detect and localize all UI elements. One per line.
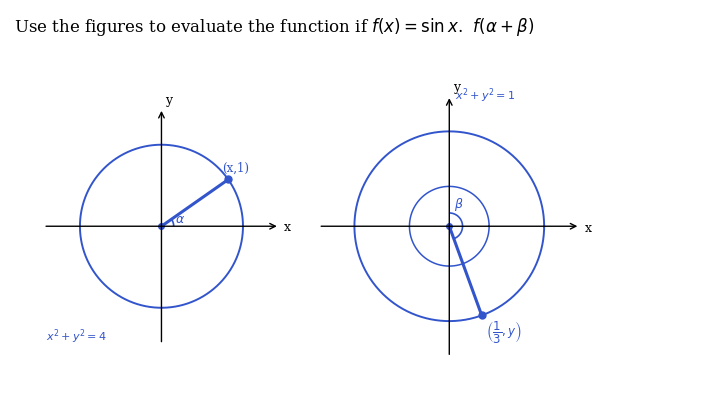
Text: $x^2+y^2=1$: $x^2+y^2=1$: [455, 87, 515, 105]
Text: Use the figures to evaluate the function if $f(x) = \sin x$.  $f(\alpha + \beta): Use the figures to evaluate the function…: [14, 16, 534, 38]
Text: y: y: [165, 94, 172, 107]
Text: $\alpha$: $\alpha$: [175, 213, 185, 226]
Text: $x^2+y^2=4$: $x^2+y^2=4$: [46, 327, 107, 346]
Text: x: x: [585, 222, 592, 235]
Text: $\beta$: $\beta$: [454, 196, 463, 213]
Text: (x,1): (x,1): [222, 162, 249, 175]
Text: y: y: [453, 80, 461, 94]
Text: $\left(\dfrac{1}{3},y\right)$: $\left(\dfrac{1}{3},y\right)$: [486, 319, 522, 345]
Text: x: x: [284, 221, 291, 234]
